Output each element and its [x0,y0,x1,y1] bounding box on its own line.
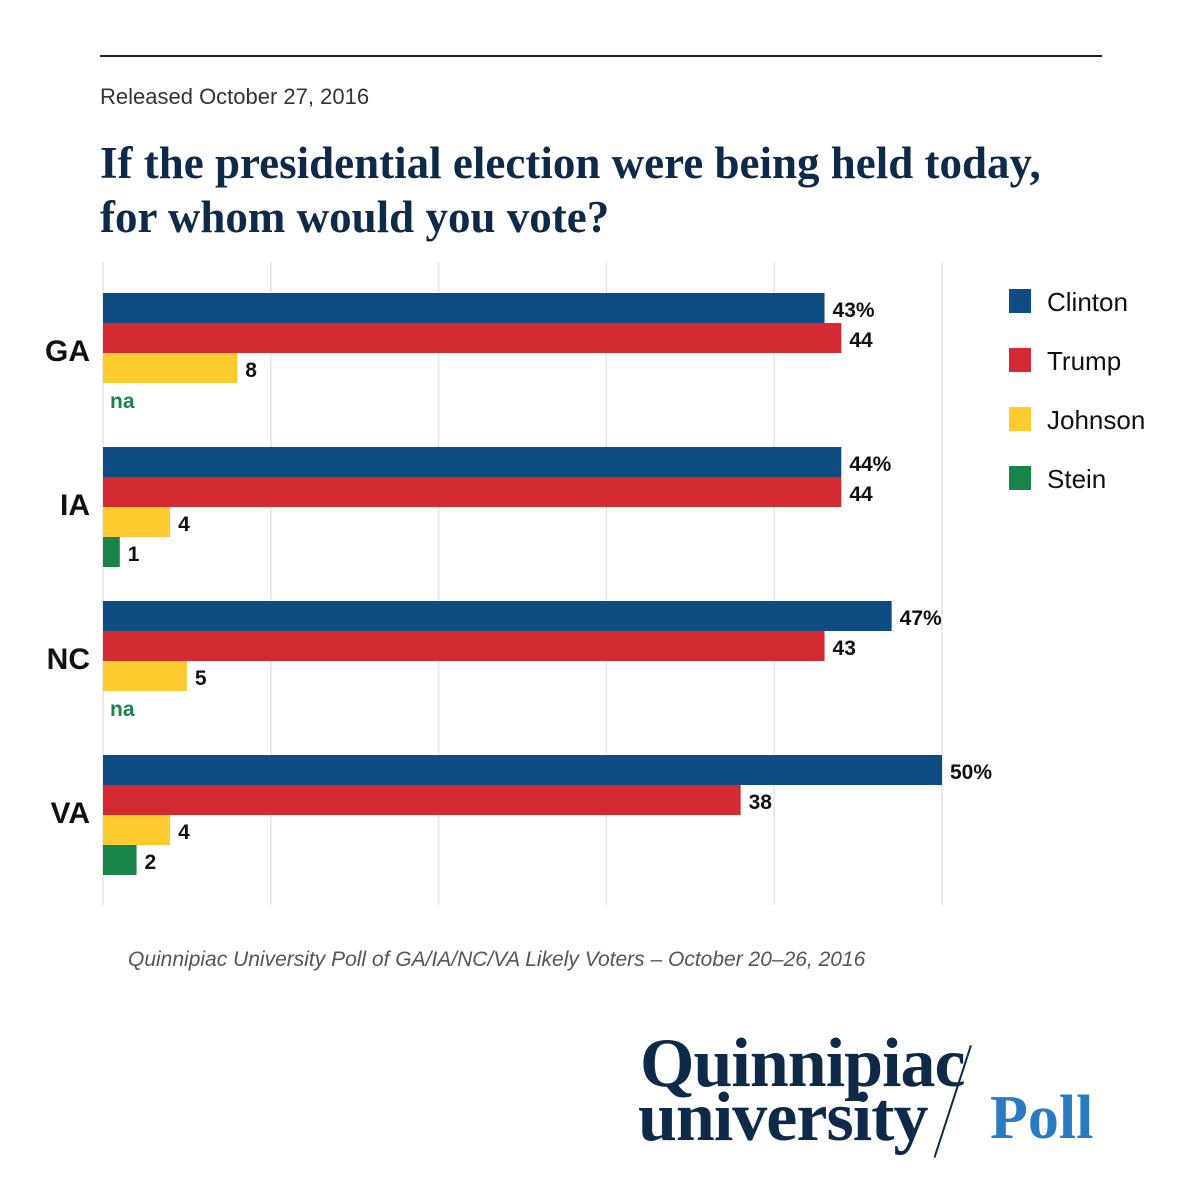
bar-clinton [103,293,825,323]
bar-johnson [103,353,238,383]
data-label: 44 [849,329,873,352]
data-label-na: na [110,390,135,413]
top-divider [100,55,1102,57]
bar-clinton [103,755,942,785]
data-label: 43% [833,299,875,322]
data-label: 50% [950,761,992,784]
bar-trump [103,323,842,353]
logo-word-university: university [638,1079,928,1156]
category-label: VA [51,797,90,830]
bar-johnson [103,661,187,691]
data-label: 5 [195,667,207,690]
bar-clinton [103,601,892,631]
data-label: 2 [145,851,157,874]
category-label: NC [47,643,90,676]
bar-stein [103,537,120,567]
legend-swatch [1009,466,1031,490]
chart-title: If the presidential election were being … [100,138,1041,242]
data-label: 4 [178,513,190,536]
release-date: Released October 27, 2016 [100,84,370,109]
category-label: IA [60,489,90,522]
bar-trump [103,477,842,507]
data-label: 43 [833,637,856,660]
data-label: 44% [849,453,891,476]
bar-clinton [103,447,842,477]
legend-swatch [1009,348,1031,372]
category-labels: GA IA NC VA [45,335,90,830]
data-label: 1 [128,543,140,566]
bar-trump [103,785,741,815]
data-label: 4 [178,821,190,844]
data-label: 38 [749,791,773,814]
data-label: 47% [900,607,942,630]
source-caption: Quinnipiac University Poll of GA/IA/NC/V… [128,948,866,971]
bar-stein [103,845,137,875]
data-label-na: na [110,698,135,721]
legend-label: Stein [1047,464,1106,494]
data-label: 44 [849,483,873,506]
logo-word-poll: Poll [990,1084,1094,1152]
category-label: GA [45,335,90,368]
legend-label: Clinton [1047,287,1128,317]
quinnipiac-poll-logo: Quinnipiac university Poll [638,1025,1110,1158]
legend-label: Johnson [1047,405,1145,435]
bar-johnson [103,815,171,845]
legend-swatch [1009,407,1031,431]
bar-trump [103,631,825,661]
legend-label: Trump [1047,346,1121,376]
data-label: 8 [245,359,257,382]
legend: Clinton Trump Johnson Stein [1009,287,1145,494]
logo-word-quinnipiac: Quinnipiac [640,1025,966,1102]
bar-johnson [103,507,171,537]
legend-swatch [1009,289,1031,313]
